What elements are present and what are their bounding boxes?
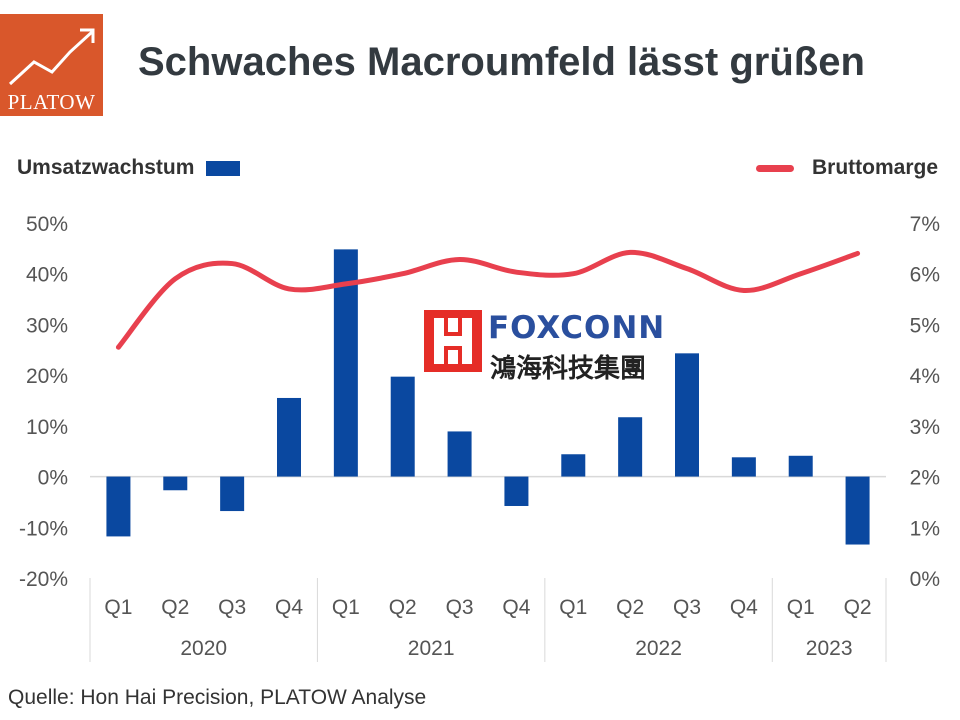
y-right-tick-label: 1%	[910, 517, 940, 540]
x-category-label: Q1	[104, 596, 132, 619]
foxconn-logo-icon	[424, 310, 482, 372]
bar-umsatzwachstum	[447, 431, 472, 477]
bar-umsatzwachstum	[618, 417, 643, 477]
bar-umsatzwachstum	[675, 353, 699, 477]
bar-umsatzwachstum	[163, 476, 188, 491]
x-year-label: 2022	[635, 637, 682, 660]
platow-logo: PLATOW	[0, 14, 103, 116]
legend-bar-entry: Umsatzwachstum	[17, 156, 241, 180]
legend-line-entry: Bruttomarge	[755, 156, 938, 180]
bar-umsatzwachstum	[731, 457, 756, 477]
bar-umsatzwachstum	[788, 455, 813, 477]
foxconn-brand-text: FOXCONN	[488, 310, 666, 346]
x-year-label: 2021	[408, 637, 455, 660]
y-right-tick-label: 4%	[910, 365, 940, 388]
x-category-label: Q2	[616, 596, 644, 619]
y-left-tick-label: -20%	[19, 568, 68, 591]
y-right-tick-label: 7%	[910, 213, 940, 236]
bar-umsatzwachstum	[845, 476, 870, 545]
chart-title: Schwaches Macroumfeld lässt grüßen	[138, 40, 865, 84]
y-right-tick-label: 5%	[910, 314, 940, 337]
x-category-label: Q1	[559, 596, 587, 619]
bar-umsatzwachstum	[277, 397, 301, 477]
y-left-tick-label: 0%	[38, 467, 68, 490]
y-left-tick-label: 10%	[26, 416, 68, 439]
legend-bar-label: Umsatzwachstum	[17, 156, 195, 179]
x-category-label: Q4	[275, 596, 303, 619]
x-category-label: Q4	[502, 596, 530, 619]
foxconn-watermark: FOXCONN 鴻海科技集團	[424, 306, 664, 384]
x-category-label: Q2	[389, 596, 417, 619]
logo-text: PLATOW	[7, 90, 96, 114]
legend-line-label: Bruttomarge	[811, 156, 938, 179]
y-left-tick-label: -10%	[19, 517, 68, 540]
x-category-label: Q4	[730, 596, 758, 619]
source-note: Quelle: Hon Hai Precision, PLATOW Analys…	[8, 686, 427, 709]
legend-line-swatch	[755, 164, 794, 172]
y-right-tick-label: 2%	[910, 467, 940, 490]
y-left-tick-label: 30%	[26, 314, 68, 337]
x-category-label: Q2	[161, 596, 189, 619]
x-category-label: Q3	[673, 596, 701, 619]
line-bruttomarge	[115, 249, 861, 350]
legend-bar-swatch	[206, 160, 241, 176]
x-year-label: 2020	[180, 637, 227, 660]
x-category-label: Q1	[787, 596, 815, 619]
foxconn-chinese-text: 鴻海科技集團	[490, 354, 647, 384]
y-right-tick-label: 3%	[910, 416, 940, 439]
x-category-label: Q1	[332, 596, 360, 619]
y-left-tick-label: 50%	[26, 213, 68, 236]
bar-umsatzwachstum	[220, 476, 245, 512]
x-category-label: Q2	[844, 596, 872, 619]
bar-umsatzwachstum	[106, 476, 131, 537]
bar-umsatzwachstum	[561, 454, 586, 477]
y-left-tick-label: 40%	[26, 264, 68, 287]
y-left-tick-label: 20%	[26, 365, 68, 388]
bar-umsatzwachstum	[504, 476, 529, 506]
y-right-tick-label: 0%	[910, 568, 940, 591]
y-right-tick-label: 6%	[910, 264, 940, 287]
x-category-label: Q3	[446, 596, 474, 619]
bar-umsatzwachstum	[390, 376, 415, 477]
x-year-label: 2023	[806, 637, 853, 660]
x-category-label: Q3	[218, 596, 246, 619]
chart-trend-icon	[8, 28, 95, 86]
